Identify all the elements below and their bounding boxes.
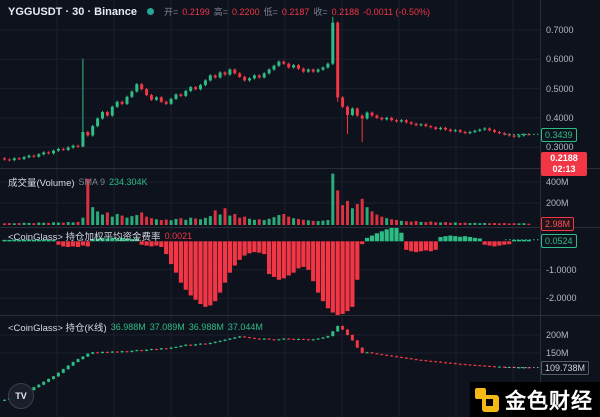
price-scale-border: [540, 0, 541, 417]
open-value: 0.2199: [182, 6, 210, 17]
pane-separator[interactable]: [0, 168, 600, 169]
oi-high-value: 37.089M: [149, 322, 185, 332]
axis-tick-label: 0.4000: [546, 112, 574, 123]
tradingview-logo-glyph: TV: [15, 391, 27, 401]
volume-title[interactable]: 成交量(Volume): [8, 178, 75, 189]
jinse-logo-icon: [475, 387, 499, 412]
close-label: 收=: [313, 7, 328, 17]
watermark-text: 金色财经: [505, 389, 593, 413]
tradingview-logo[interactable]: TV: [8, 383, 34, 409]
axis-tick-label: 0.5000: [546, 83, 574, 94]
axis-tick-label: -2.0000: [546, 293, 577, 304]
price-line-badge: 0.3439: [541, 128, 577, 142]
axis-tick-label: 0.3000: [546, 142, 574, 153]
change-value: -0.0011 (-0.50%): [363, 6, 431, 17]
high-label: 高=: [213, 7, 229, 17]
last-price-badge: 0.2188 02:13: [541, 152, 587, 176]
last-price-value: 0.2188: [550, 153, 578, 163]
oi-low-value: 36.988M: [188, 322, 224, 332]
axis-tick-label: 0.6000: [546, 54, 574, 65]
axis-tick-label: 200M: [546, 330, 569, 340]
oi-close-value: 37.044M: [227, 322, 263, 332]
oi-legend[interactable]: <CoinGlass> 持仓(K线) 36.988M 37.089M 36.98…: [8, 320, 263, 334]
market-status-dot: [146, 8, 154, 15]
low-value: 0.2187: [281, 6, 310, 17]
volume-value: 234.304K: [109, 177, 148, 187]
symbol-title[interactable]: YGGUSDT · 30 · Binance: [8, 5, 137, 18]
volume-legend[interactable]: 成交量(Volume) SMA 9 234.304K: [8, 175, 148, 189]
pane-separator[interactable]: [0, 315, 600, 316]
axis-tick-label: 150M: [546, 348, 569, 358]
volume-badge: 2.98M: [541, 217, 575, 231]
funding-value: 0.0021: [164, 231, 193, 241]
axis-tick-label: -1.0000: [546, 264, 577, 275]
symbol-legend[interactable]: YGGUSDT · 30 · Binance 开= 0.2199 高= 0.22…: [8, 5, 430, 18]
oi-open-value: 36.988M: [110, 322, 146, 332]
low-label: 低=: [263, 7, 278, 17]
funding-title[interactable]: <CoinGlass> 持仓加权平均资金费率: [8, 232, 161, 243]
funding-legend[interactable]: <CoinGlass> 持仓加权平均资金费率 0.0021: [8, 229, 192, 243]
axis-tick-label: 400M: [546, 177, 569, 187]
pane-separator[interactable]: [0, 227, 600, 228]
close-value: 0.2188: [331, 6, 360, 17]
high-value: 0.2200: [232, 6, 260, 17]
volume-sma-label: SMA 9: [78, 177, 106, 187]
oi-title[interactable]: <CoinGlass> 持仓(K线): [8, 323, 107, 334]
open-label: 开=: [163, 7, 179, 17]
jinse-watermark: 金色财经: [470, 382, 600, 417]
funding-badge: 0.0524: [541, 234, 577, 248]
axis-tick-label: 200M: [546, 198, 569, 208]
oi-badge: 109.738M: [541, 361, 590, 375]
axis-tick-label: 0.7000: [546, 25, 574, 35]
bar-countdown: 02:13: [552, 164, 576, 174]
